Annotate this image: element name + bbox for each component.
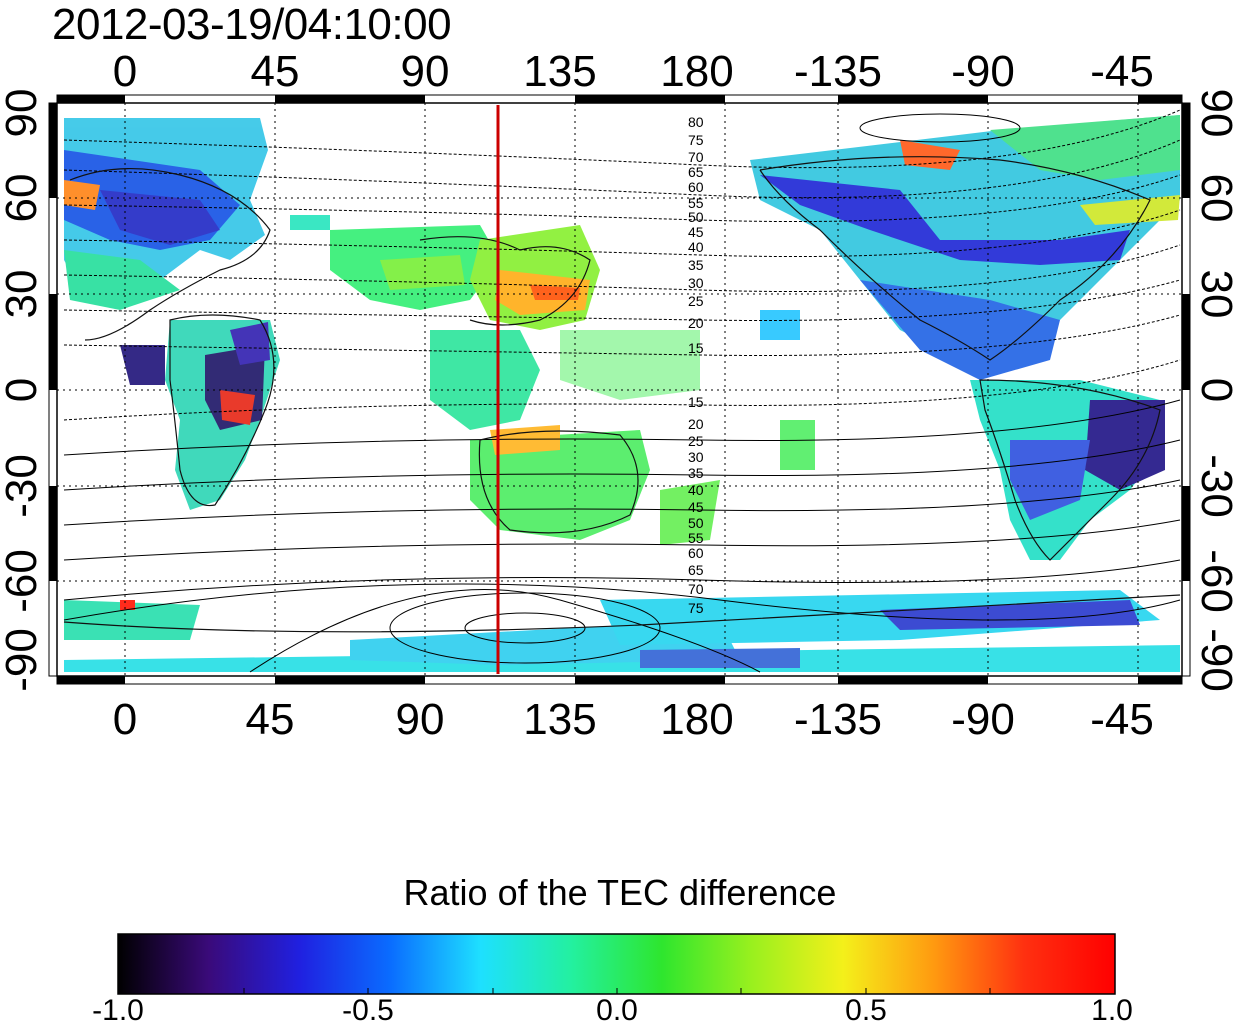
graticule: [57, 103, 1182, 676]
contour-label: 15: [688, 340, 704, 356]
right-lat-tick: -30: [1192, 454, 1240, 518]
contour-label: 50: [688, 209, 704, 225]
right-lat-tick: 90: [1192, 89, 1240, 138]
bottom-lon-tick: 180: [660, 695, 733, 744]
right-lat-tick: 0: [1192, 378, 1240, 402]
contour-label: 40: [688, 239, 704, 255]
contour-label: 25: [688, 293, 704, 309]
colorbar-tick-label: -0.5: [342, 994, 394, 1024]
contour-label: 15: [688, 394, 704, 410]
contour-label: 65: [688, 562, 704, 578]
left-latitude-labels: 90 60 30 0 -30 -60 -90: [0, 89, 46, 692]
left-lat-tick: -30: [0, 454, 46, 518]
bottom-lon-tick: 0: [113, 695, 137, 744]
contour-label: 70: [688, 149, 704, 165]
contour-label: 60: [688, 179, 704, 195]
top-lon-tick: 90: [401, 47, 450, 96]
colorbar-title: Ratio of the TEC difference: [403, 872, 837, 913]
colorbar-tick-label: 0.5: [845, 994, 887, 1024]
contour-label: 30: [688, 449, 704, 465]
contour-label: 65: [688, 164, 704, 180]
right-lat-tick: -90: [1192, 628, 1240, 692]
colorbar-tick-label: -1.0: [92, 994, 144, 1024]
bottom-lon-tick: -135: [794, 695, 882, 744]
right-latitude-labels: 90 60 30 0 -30 -60 -90: [1192, 89, 1240, 692]
right-lat-tick: -60: [1192, 549, 1240, 613]
contour-label: 40: [688, 482, 704, 498]
coastlines: [63, 156, 1181, 633]
right-lat-tick: 60: [1192, 174, 1240, 223]
colorbar: -1.0 -0.5 0.0 0.5 1.0: [92, 933, 1133, 1024]
tec-map: 80 75 70 65 60 55 50 45 40 35 30 25 20 1…: [0, 47, 1240, 744]
left-axis-bar: [48, 102, 58, 677]
contour-label: 25: [688, 433, 704, 449]
contour-label: 20: [688, 315, 704, 331]
contour-label: 80: [688, 114, 704, 130]
tec-data-layer: [64, 115, 1180, 672]
contour-label: 60: [688, 545, 704, 561]
top-lon-tick: -135: [794, 47, 882, 96]
contour-label: 30: [688, 275, 704, 291]
left-lat-tick: 60: [0, 174, 46, 223]
bottom-lon-tick: -90: [951, 695, 1015, 744]
contour-label: 35: [688, 257, 704, 273]
contour-label: 20: [688, 416, 704, 432]
contour-lines: [63, 109, 1181, 673]
top-lon-tick: 45: [251, 47, 300, 96]
colorbar-tick-label: 1.0: [1091, 994, 1133, 1024]
top-lon-tick: -45: [1090, 47, 1154, 96]
contour-label: 45: [688, 499, 704, 515]
bottom-longitude-labels: 0 45 90 135 180 -135 -90 -45: [113, 695, 1154, 744]
bottom-lon-tick: 90: [396, 695, 445, 744]
left-lat-tick: 30: [0, 270, 46, 319]
contour-label: 55: [688, 530, 704, 546]
contour-label: 75: [688, 132, 704, 148]
left-lat-tick: -60: [0, 549, 46, 613]
contour-label-group: 80 75 70 65 60 55 50 45 40 35 30 25 20 1…: [688, 114, 704, 616]
bottom-lon-tick: 135: [523, 695, 596, 744]
left-lat-tick: 90: [0, 89, 46, 138]
bottom-lon-tick: -45: [1090, 695, 1154, 744]
top-lon-tick: 0: [113, 47, 137, 96]
top-lon-tick: 135: [523, 47, 596, 96]
left-lat-tick: -90: [0, 628, 46, 692]
contour-label: 55: [688, 195, 704, 211]
top-axis-bar: [56, 94, 1183, 104]
top-lon-tick: 180: [660, 47, 733, 96]
timestamp-label: 2012-03-19/04:10:00: [52, 0, 452, 49]
contour-label: 50: [688, 515, 704, 531]
colorbar-fill: [117, 933, 1116, 995]
contour-label: 35: [688, 465, 704, 481]
left-lat-tick: 0: [0, 378, 46, 402]
contour-label: 70: [688, 581, 704, 597]
colorbar-tick-label: 0.0: [596, 994, 638, 1024]
bottom-axis-bar: [56, 675, 1183, 685]
top-lon-tick: -90: [951, 47, 1015, 96]
right-lat-tick: 30: [1192, 270, 1240, 319]
contour-label: 75: [688, 600, 704, 616]
top-longitude-labels: 0 45 90 135 180 -135 -90 -45: [113, 47, 1154, 96]
colorbar-ticks: [243, 988, 991, 994]
bottom-lon-tick: 45: [246, 695, 295, 744]
contour-label: 45: [688, 224, 704, 240]
right-axis-bar: [1181, 102, 1191, 677]
